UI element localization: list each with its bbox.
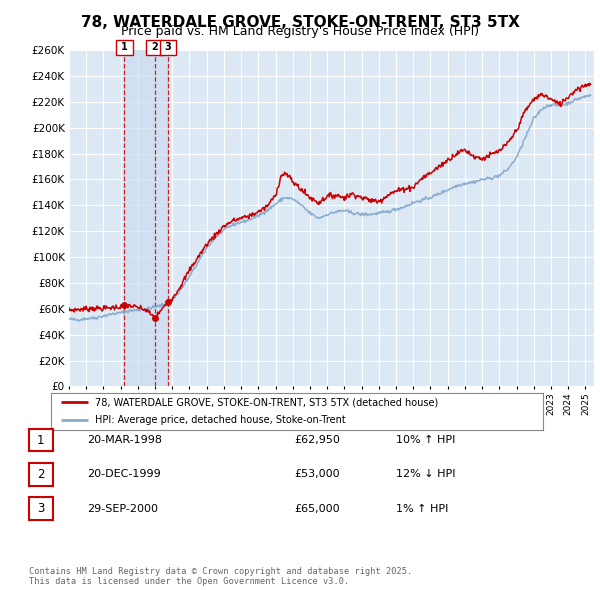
Text: 3: 3: [164, 42, 172, 52]
Text: 20-DEC-1999: 20-DEC-1999: [87, 470, 161, 479]
Text: Contains HM Land Registry data © Crown copyright and database right 2025.
This d: Contains HM Land Registry data © Crown c…: [29, 567, 412, 586]
Text: 1% ↑ HPI: 1% ↑ HPI: [396, 504, 448, 513]
Text: 2: 2: [37, 468, 44, 481]
Text: £53,000: £53,000: [294, 470, 340, 479]
Text: 3: 3: [37, 502, 44, 515]
Text: Price paid vs. HM Land Registry's House Price Index (HPI): Price paid vs. HM Land Registry's House …: [121, 25, 479, 38]
Text: 10% ↑ HPI: 10% ↑ HPI: [396, 435, 455, 445]
Text: 2: 2: [151, 42, 158, 52]
Text: 1: 1: [121, 42, 128, 52]
Text: £65,000: £65,000: [294, 504, 340, 513]
Text: £62,950: £62,950: [294, 435, 340, 445]
Text: 78, WATERDALE GROVE, STOKE-ON-TRENT, ST3 5TX: 78, WATERDALE GROVE, STOKE-ON-TRENT, ST3…: [80, 15, 520, 30]
Text: 29-SEP-2000: 29-SEP-2000: [87, 504, 158, 513]
Text: 78, WATERDALE GROVE, STOKE-ON-TRENT, ST3 5TX (detached house): 78, WATERDALE GROVE, STOKE-ON-TRENT, ST3…: [95, 397, 439, 407]
Text: HPI: Average price, detached house, Stoke-on-Trent: HPI: Average price, detached house, Stok…: [95, 415, 346, 425]
Text: 20-MAR-1998: 20-MAR-1998: [87, 435, 162, 445]
Bar: [124, 50, 168, 386]
Text: 12% ↓ HPI: 12% ↓ HPI: [396, 470, 455, 479]
Text: 1: 1: [37, 434, 44, 447]
